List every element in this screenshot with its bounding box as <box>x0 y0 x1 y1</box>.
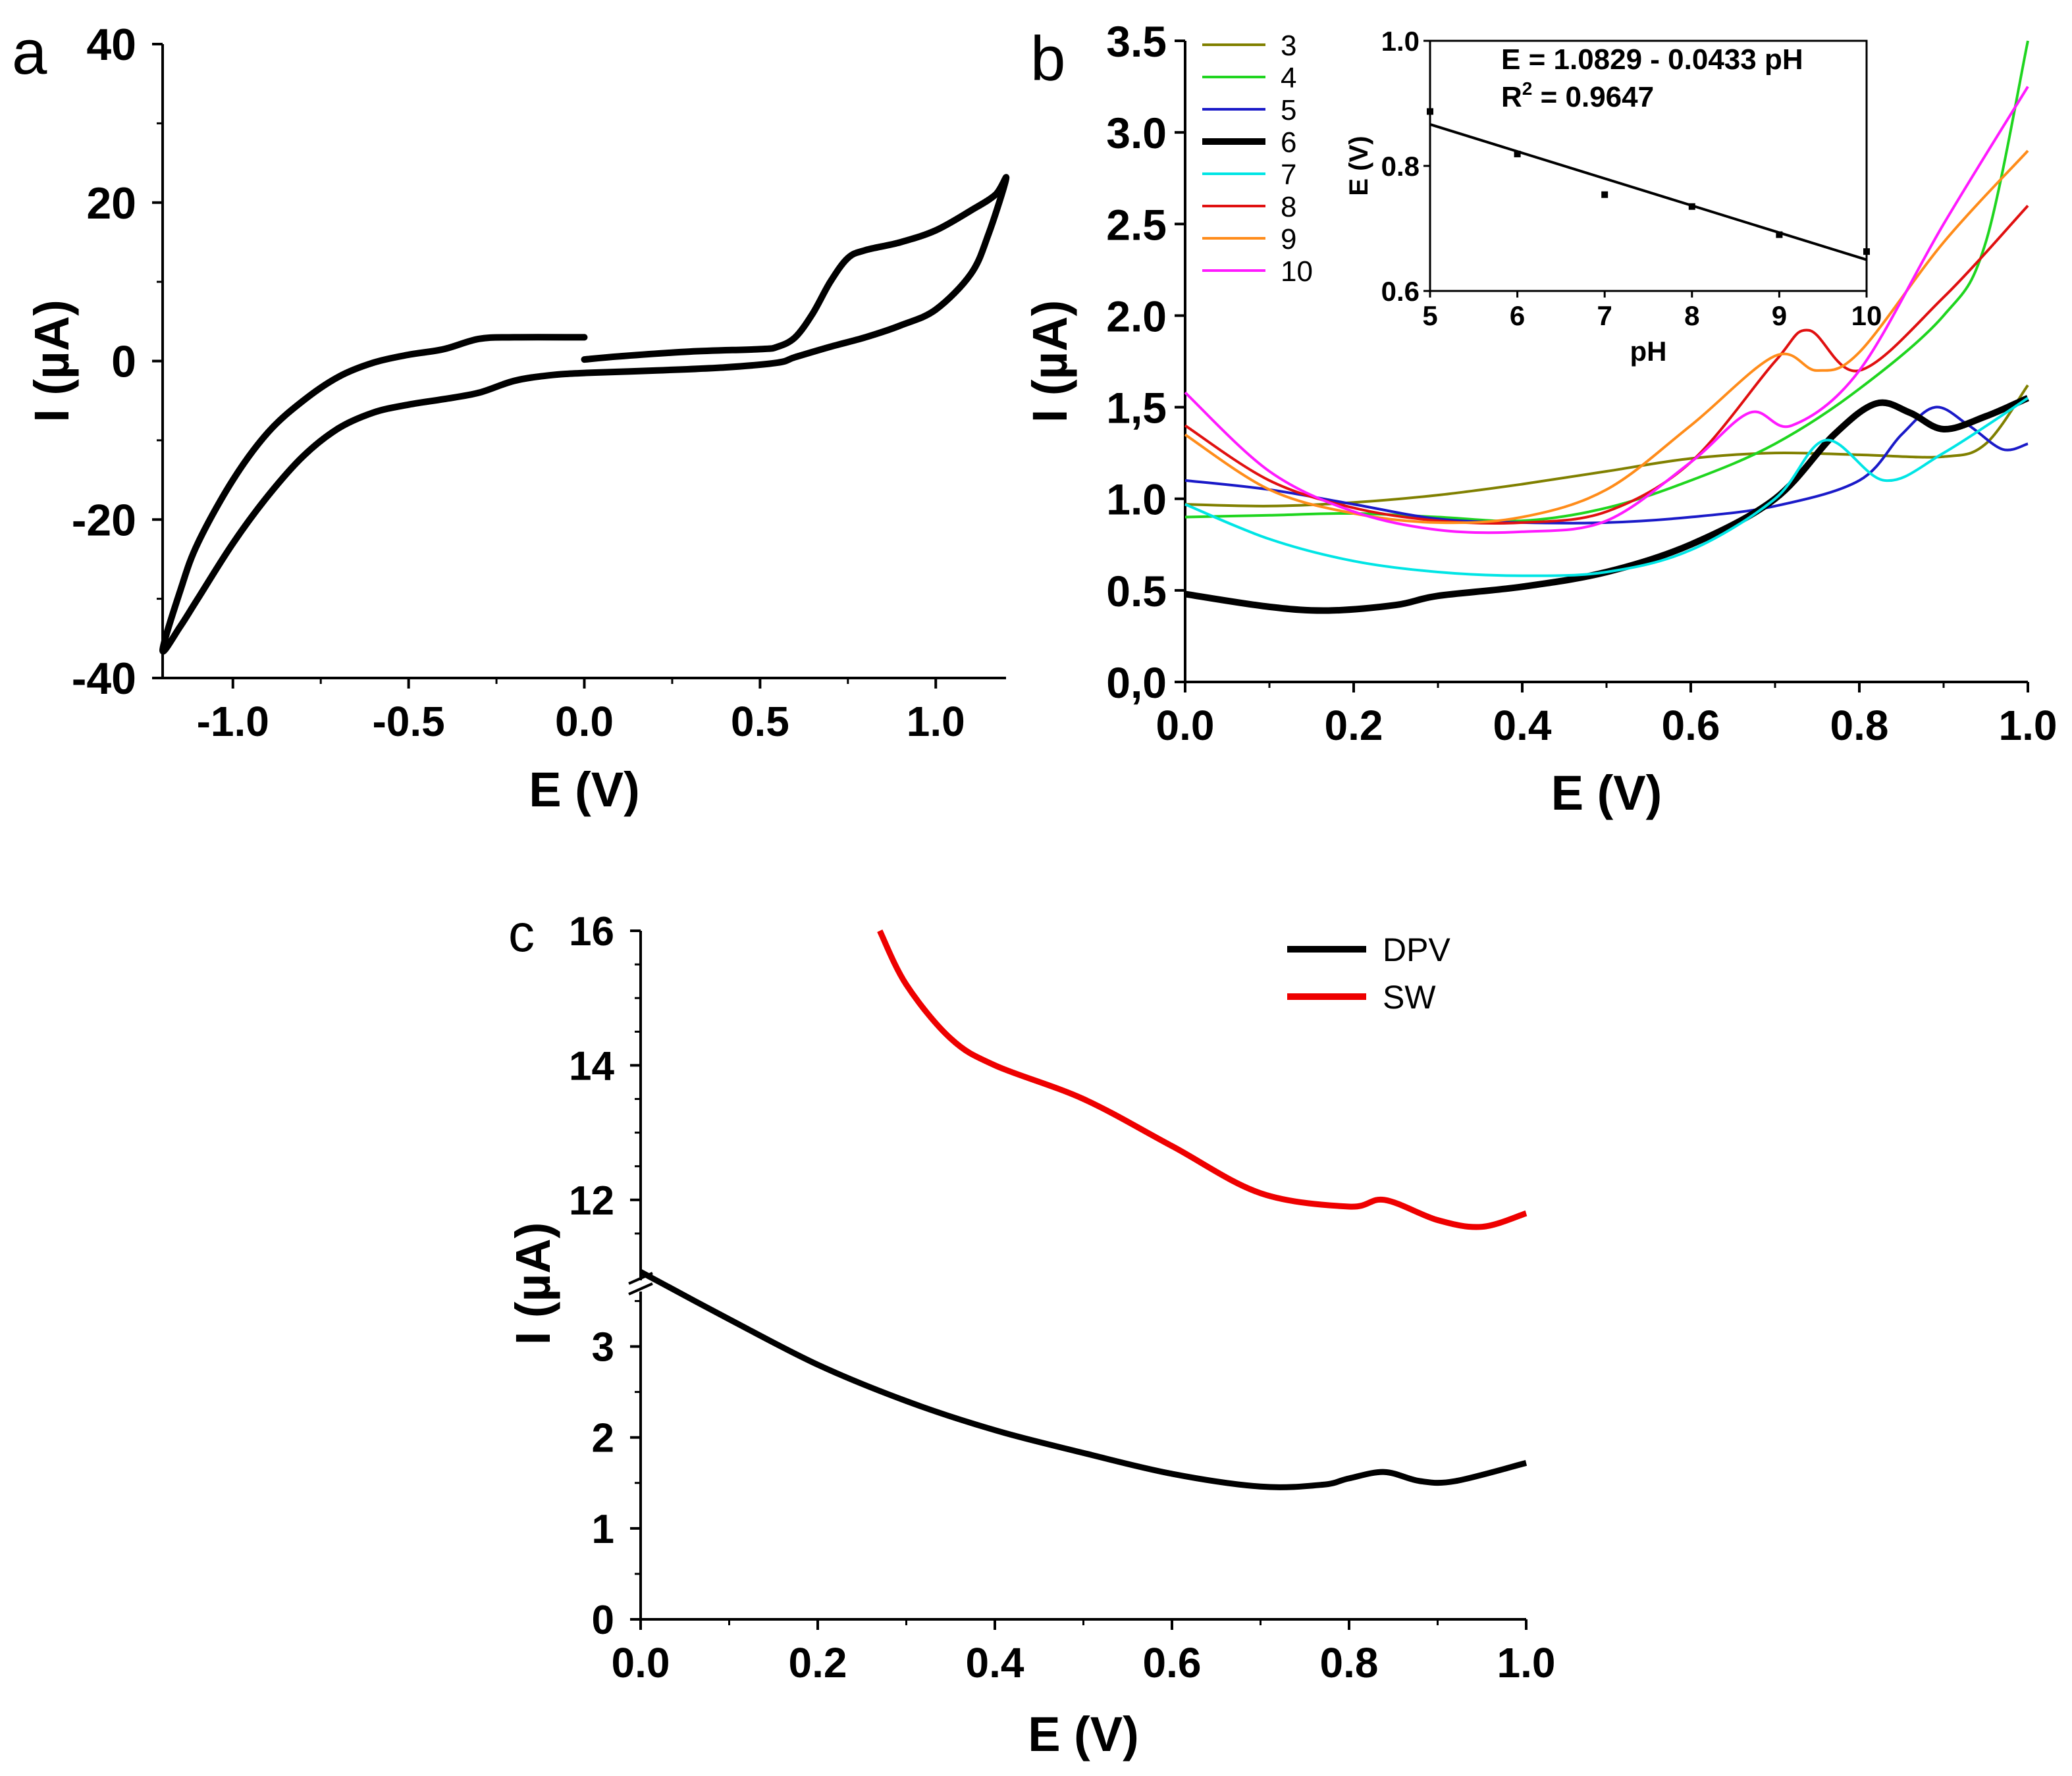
panel-b-series-ph-7 <box>1184 397 2029 577</box>
inset-data-point <box>1514 150 1521 157</box>
inset-x-axis-title: pH <box>1630 336 1667 367</box>
inset-fit-line <box>1429 123 1867 261</box>
inset-data-point <box>1427 108 1433 115</box>
inset-y-tick-label: 1.0 <box>1381 26 1420 57</box>
panel-b-y-tick-label: 0,0 <box>1106 658 1167 707</box>
panel-b-legend-label: 6 <box>1281 126 1296 159</box>
panel-c-y-tick-label: 2 <box>592 1416 614 1461</box>
panel-b-series-ph-6 <box>1184 395 2029 614</box>
panel-c-x-axis-title: E (V) <box>1028 1707 1139 1762</box>
panel-b-y-tick-label: 2.5 <box>1106 200 1167 249</box>
panel-c-x-tick-label: 0.6 <box>1143 1639 1202 1686</box>
panel-c-legend-label: SW <box>1383 979 1436 1016</box>
chart-panel-b-inset: 0.6 0.8 1.0 5 6 7 8 9 10 pH E (V) E = 1.0829 - 0.04… <box>1344 26 1882 367</box>
panel-b-x-tick-label: 0.6 <box>1662 702 1720 749</box>
panel-b-series-ph-10 <box>1184 86 2029 535</box>
panel-a-x-tick-label: -1.0 <box>197 698 269 745</box>
panel-b-x-tick-label: 0.0 <box>1156 702 1215 749</box>
inset-frame <box>1429 39 1868 292</box>
panel-a-x-tick-label: 1.0 <box>907 698 965 745</box>
panel-b-legend-label: 3 <box>1281 30 1296 62</box>
panel-b-x-tick-label: 0.8 <box>1830 702 1889 749</box>
panel-c-y-tick-label: 12 <box>569 1178 614 1224</box>
panel-b-legend-label: 10 <box>1281 255 1313 288</box>
panel-c-x-tick-label: 0.8 <box>1320 1639 1379 1686</box>
panel-b-y-tick-label: 0.5 <box>1106 567 1167 615</box>
panel-a-x-tick-label: 0.0 <box>555 698 614 745</box>
panel-c-x-tick-label: 0.0 <box>612 1639 670 1686</box>
panel-a-x-tick-label: 0.5 <box>731 698 789 745</box>
panel-a-x-tick-label: -0.5 <box>372 698 444 745</box>
panel-c-letter: c <box>508 904 535 962</box>
chart-panel-b: 0,0 0.5 1.0 1,5 2.0 2.5 3.0 3.5 0.0 0.2 0.4 0.6 0.8 1… <box>1023 17 2057 820</box>
inset-x-tick-label: 7 <box>1597 300 1612 331</box>
panel-b-series-ph-9 <box>1184 149 2029 525</box>
panel-a-y-tick-label: 20 <box>86 178 136 228</box>
inset-data-point <box>1688 203 1695 210</box>
panel-b-x-tick-label: 0.2 <box>1325 702 1383 749</box>
inset-x-tick-label: 8 <box>1684 300 1699 331</box>
panel-c-y-tick-label: 14 <box>569 1043 614 1089</box>
inset-x-tick-label: 5 <box>1422 300 1437 331</box>
panel-a-y-tick-label: 0 <box>111 337 136 387</box>
inset-x-tick-label: 6 <box>1510 300 1525 331</box>
panel-b-x-tick-label: 1.0 <box>1999 702 2058 749</box>
panel-b-legend-label: 9 <box>1281 223 1296 255</box>
panel-b-letter: b <box>1030 24 1065 94</box>
panel-a-y-tick-label: -20 <box>72 495 136 545</box>
panel-c-x-tick-label: 0.2 <box>789 1639 847 1686</box>
panel-b-x-axis-title: E (V) <box>1551 766 1662 820</box>
inset-r-squared: R2 = 0.9647 <box>1501 78 1654 113</box>
panel-a-series-cv <box>159 174 1010 655</box>
inset-x-tick-label: 9 <box>1772 300 1787 331</box>
panel-c-y-tick-label: 0 <box>592 1598 614 1643</box>
inset-y-tick-label: 0.6 <box>1381 276 1420 307</box>
inset-data-point <box>1601 191 1608 198</box>
panel-b-legend-label: 8 <box>1281 191 1296 223</box>
panel-c-series-sw <box>877 929 1527 1230</box>
panel-c-x-tick-label: 0.4 <box>966 1639 1024 1686</box>
panel-b-series-ph-5 <box>1184 405 2029 525</box>
inset-x-tick-label: 10 <box>1851 300 1882 331</box>
panel-c-y-axis-title: I (µA) <box>506 1222 560 1345</box>
inset-data-point <box>1863 248 1870 255</box>
panel-a-letter: a <box>12 17 47 88</box>
panel-b-series-ph-3 <box>1184 384 2029 508</box>
inset-y-axis-title: E (V) <box>1344 136 1373 196</box>
panel-b-y-tick-label: 2.0 <box>1106 292 1167 340</box>
panel-b-y-tick-label: 3.0 <box>1106 109 1167 157</box>
panel-b-y-tick-label: 1.0 <box>1106 475 1167 524</box>
inset-data-point <box>1776 231 1783 238</box>
inset-r-squared-value: = 0.9647 <box>1532 81 1654 113</box>
panel-b-y-tick-label: 1,5 <box>1106 384 1167 432</box>
inset-r-squared-sup: 2 <box>1522 78 1533 99</box>
inset-r-squared-label: R <box>1501 81 1522 113</box>
panel-c-x-tick-label: 1.0 <box>1497 1639 1556 1686</box>
panel-b-series-ph-8 <box>1184 205 2029 525</box>
panel-c-legend-label: DPV <box>1383 931 1450 968</box>
inset-y-tick-label: 0.8 <box>1381 151 1420 182</box>
panel-b-x-tick-label: 0.4 <box>1493 702 1552 749</box>
panel-b-legend-label: 4 <box>1281 62 1296 94</box>
panel-a-y-tick-label: 40 <box>86 20 136 70</box>
panel-c-y-tick-label: 1 <box>592 1507 614 1552</box>
panel-c-y-tick-label: 3 <box>592 1325 614 1371</box>
panel-c-y-tick-label: 16 <box>569 909 614 954</box>
panel-c-axis-break-mark <box>628 1282 653 1295</box>
panel-b-y-axis-title: I (µA) <box>1023 300 1077 423</box>
panel-a-y-axis-title: I (µA) <box>24 300 79 422</box>
chart-panel-a: -40 -20 0 20 40 -1.0 -0.5 0.0 0.5 1.0 E (V) I (µA) <box>24 20 1010 817</box>
panel-a-x-axis-title: E (V) <box>529 762 640 817</box>
panel-b-legend-label: 7 <box>1281 159 1296 191</box>
panel-b-legend-label: 5 <box>1281 94 1296 126</box>
inset-equation: E = 1.0829 - 0.0433 pH <box>1501 43 1803 76</box>
panel-a-y-tick-label: -40 <box>72 654 136 704</box>
panel-c-series-dpv <box>639 1269 1527 1490</box>
panel-b-y-tick-label: 3.5 <box>1106 17 1167 66</box>
